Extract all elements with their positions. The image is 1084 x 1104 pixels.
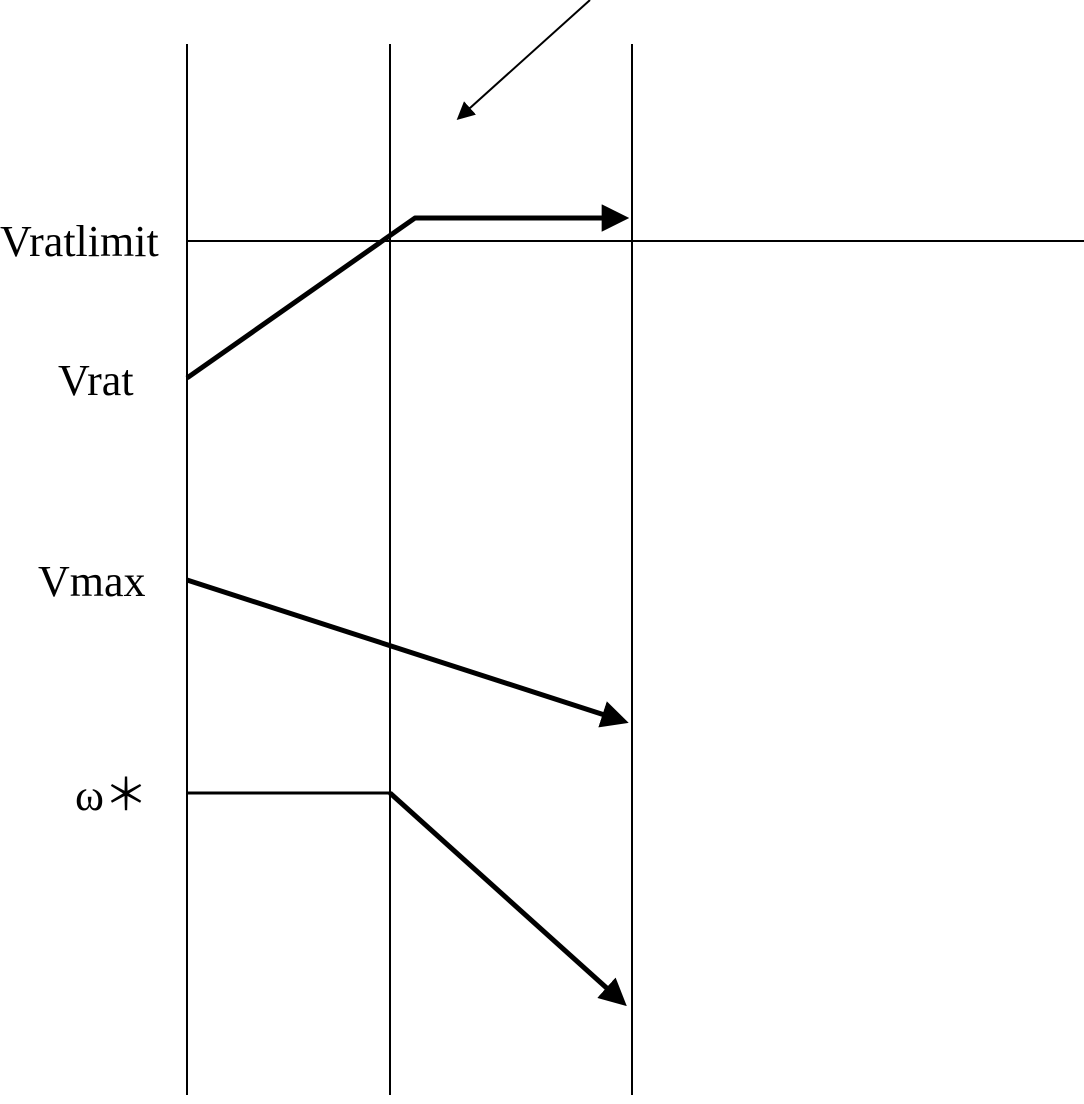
diagram-canvas: Vratlimit Vrat Vmax ω＊ [0, 0, 1084, 1104]
curve-omega-slope [390, 793, 620, 1000]
label-vratlimit: Vratlimit [0, 217, 159, 266]
label-vrat: Vrat [58, 356, 134, 405]
label-omega: ω＊ [75, 771, 148, 820]
label-vmax: Vmax [38, 557, 146, 606]
pointer-arrow [460, 0, 590, 117]
curve-vmax [187, 580, 620, 720]
